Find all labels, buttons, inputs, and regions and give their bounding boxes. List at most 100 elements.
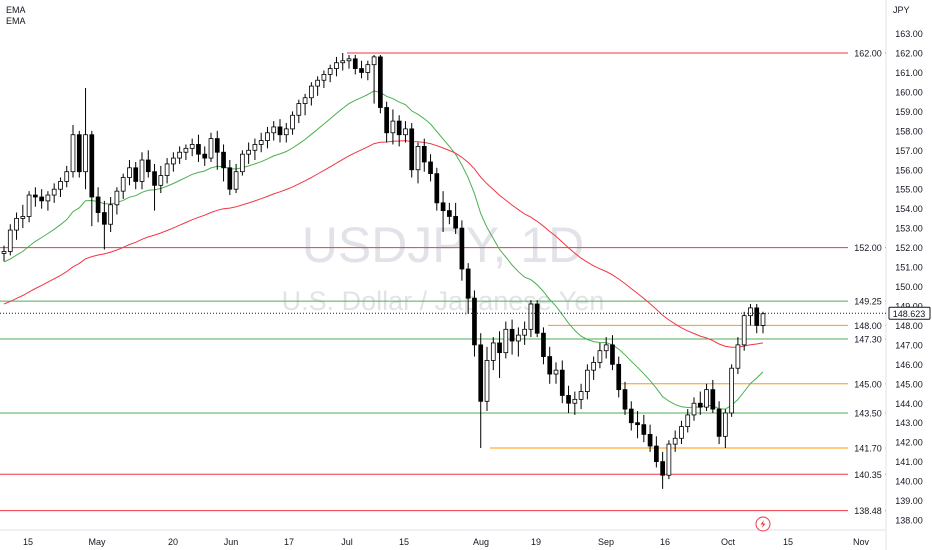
time-tick: 16 xyxy=(660,537,670,547)
price-tick: 144.00 xyxy=(895,399,923,409)
candle-up xyxy=(585,369,590,392)
time-tick: 19 xyxy=(531,537,541,547)
level-label-162-00: 162.00 xyxy=(854,49,882,59)
candle-up xyxy=(371,56,377,66)
indicator-legend: EMA EMA xyxy=(6,5,26,27)
candle-up xyxy=(735,344,741,369)
candle-up xyxy=(283,128,289,136)
candle-down xyxy=(541,332,546,357)
time-tick: 20 xyxy=(168,537,178,547)
candle-down xyxy=(610,344,615,365)
level-label-141-70: 141.70 xyxy=(854,444,882,454)
last-price-text: 148.623 xyxy=(893,309,926,319)
last-price-marker: 148.623 xyxy=(0,306,931,320)
candle-down xyxy=(378,56,383,108)
price-tick: 155.00 xyxy=(895,185,923,195)
time-tick: Nov xyxy=(853,537,870,547)
candle-down xyxy=(396,120,402,136)
candle-up xyxy=(591,361,596,371)
candle-up xyxy=(390,120,396,134)
candle-down xyxy=(227,167,233,190)
candle-up xyxy=(233,171,239,190)
candle-up xyxy=(114,190,120,206)
candle-down xyxy=(196,144,201,155)
candle-up xyxy=(258,140,264,145)
price-axis[interactable]: 138.00 139.00 140.00 141.00 142.00 143.00 144.… xyxy=(895,29,923,525)
time-axis[interactable]: 15 May 20 Jun 17 Jul 15 Aug 19 Sep 16 Oct 15 Nov xyxy=(23,537,870,547)
time-tick: Sep xyxy=(598,537,614,547)
price-tick: 159.00 xyxy=(895,107,923,117)
candle-down xyxy=(566,395,571,404)
price-tick: 160.00 xyxy=(895,87,923,97)
candle-up xyxy=(120,177,126,192)
time-tick: Oct xyxy=(721,537,736,547)
candle-up xyxy=(271,126,277,134)
time-tick: Jul xyxy=(341,537,353,547)
candle-down xyxy=(472,297,477,346)
price-tick: 140.00 xyxy=(895,477,923,487)
level-label-bg xyxy=(848,319,885,332)
time-tick: Aug xyxy=(473,537,489,547)
candle-up xyxy=(309,85,314,99)
candle-up xyxy=(403,128,408,136)
candle-up xyxy=(760,313,766,326)
candle-up xyxy=(189,144,195,149)
candle-up xyxy=(20,216,26,219)
candle-up xyxy=(704,389,709,408)
level-label-bg xyxy=(848,406,885,419)
candle-up xyxy=(346,58,352,62)
candle-down xyxy=(102,212,107,225)
candles[interactable] xyxy=(1,53,766,489)
candle-up xyxy=(302,97,308,104)
candle-down xyxy=(509,328,515,342)
candle-down xyxy=(440,202,446,212)
price-tick: 161.00 xyxy=(895,68,923,78)
ema-legend-fast[interactable]: EMA xyxy=(6,5,26,15)
price-tick: 157.00 xyxy=(895,146,923,156)
candle-down xyxy=(697,402,703,408)
candle-up xyxy=(183,147,189,153)
candle-up xyxy=(516,334,521,342)
candle-up xyxy=(723,412,728,437)
candle-up xyxy=(484,360,490,402)
candle-up xyxy=(672,437,678,445)
candle-down xyxy=(76,134,82,173)
last-price-tag xyxy=(888,306,931,320)
price-tick: 152.00 xyxy=(895,243,923,253)
level-label-148-00: 148.00 xyxy=(854,321,882,331)
candle-up xyxy=(528,303,534,330)
candle-up xyxy=(246,149,251,155)
candle-up xyxy=(748,307,753,317)
candle-up xyxy=(490,342,496,361)
candle-down xyxy=(202,153,208,159)
candle-down xyxy=(447,210,452,217)
price-tick: 151.00 xyxy=(895,263,923,273)
lightning-icon[interactable] xyxy=(755,516,771,532)
level-label-149-25: 149.25 xyxy=(854,297,882,307)
candle-down xyxy=(465,268,471,299)
time-tick: 15 xyxy=(399,537,409,547)
price-tick: 142.00 xyxy=(895,438,923,448)
level-label-bg xyxy=(848,47,885,59)
candle-up xyxy=(290,114,295,130)
ema-legend-slow[interactable]: EMA xyxy=(6,16,26,26)
candle-down xyxy=(622,389,628,410)
candle-down xyxy=(352,58,358,69)
candle-up xyxy=(553,369,559,375)
candle-up xyxy=(321,74,327,81)
candle-down xyxy=(409,128,415,171)
currency-label[interactable]: JPY xyxy=(893,5,910,15)
level-label-140-35: 140.35 xyxy=(854,470,882,480)
candle-down xyxy=(277,126,283,136)
candle-down xyxy=(754,307,760,326)
level-labels: 162.00 152.00 149.25 148.00 147.30 145.00 143.… xyxy=(848,47,885,517)
candle-up xyxy=(340,60,346,64)
candle-down xyxy=(95,196,101,213)
candle-down xyxy=(635,422,640,426)
candle-up xyxy=(58,181,63,190)
candle-up xyxy=(83,134,88,173)
candle-up xyxy=(503,328,509,354)
candle-down xyxy=(39,196,44,202)
